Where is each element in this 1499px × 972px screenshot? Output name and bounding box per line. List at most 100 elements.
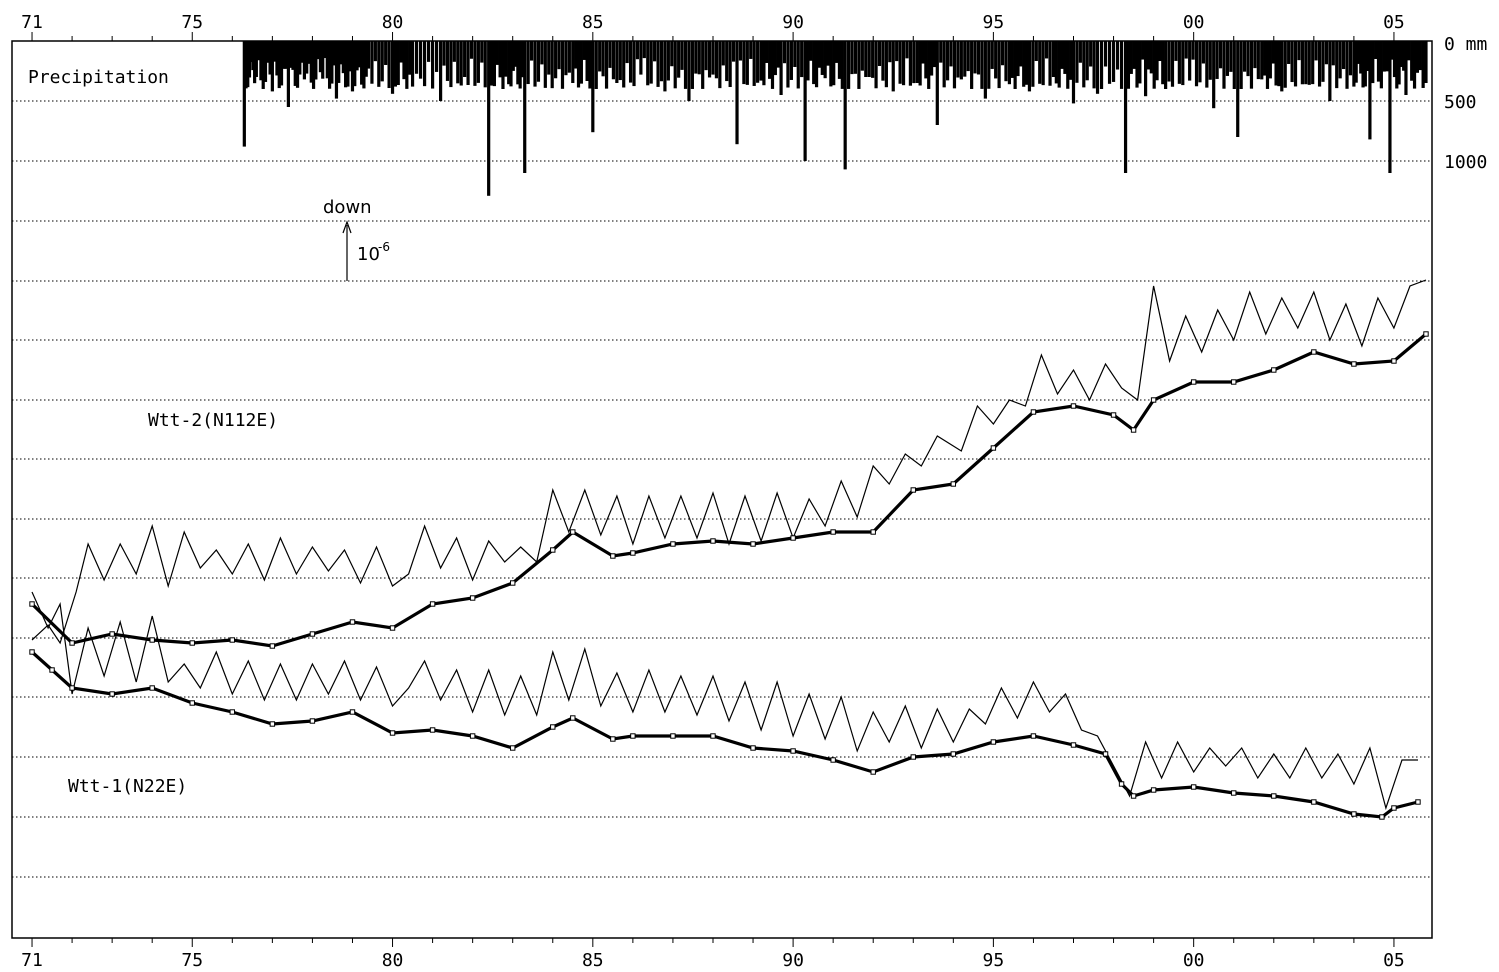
precip-bar bbox=[1024, 41, 1029, 85]
precip-bar bbox=[721, 41, 725, 66]
precip-bar bbox=[1170, 41, 1175, 87]
precip-bar bbox=[939, 41, 943, 63]
precip-bar bbox=[1007, 41, 1012, 85]
precip-bar bbox=[1249, 41, 1254, 89]
precip-bar bbox=[1177, 41, 1181, 84]
series-trend-marker-0 bbox=[910, 487, 916, 493]
precip-bar bbox=[434, 41, 439, 72]
precip-bar bbox=[449, 41, 453, 88]
precip-bar bbox=[574, 41, 578, 69]
precip-bar bbox=[874, 41, 878, 89]
precip-bar bbox=[1304, 41, 1308, 85]
precip-bar bbox=[826, 41, 830, 66]
series-trend-marker-0 bbox=[229, 637, 236, 643]
series-trend-marker-1 bbox=[990, 739, 997, 745]
precip-bar bbox=[680, 41, 684, 70]
precip-bar bbox=[1212, 41, 1216, 109]
precip-bar bbox=[918, 41, 922, 86]
series-lines bbox=[29, 279, 1429, 820]
precip-bar bbox=[585, 41, 589, 81]
precip-bar bbox=[1274, 41, 1278, 86]
precip-bar bbox=[779, 41, 783, 95]
precip-bar bbox=[1352, 41, 1356, 87]
precip-bar bbox=[1129, 41, 1133, 74]
series-trend-marker-1 bbox=[1271, 793, 1277, 799]
precip-bar bbox=[268, 41, 272, 75]
precip-bar bbox=[1188, 41, 1192, 81]
precip-bar bbox=[366, 41, 371, 69]
series-trend-marker-0 bbox=[1271, 367, 1277, 373]
precip-bar bbox=[550, 41, 554, 89]
grid-lines bbox=[12, 100, 1432, 878]
precip-bar bbox=[1388, 41, 1392, 173]
precip-bar bbox=[261, 41, 265, 89]
x-tick-label-top-00: 00 bbox=[1183, 12, 1205, 33]
series-trend-marker-1 bbox=[429, 727, 436, 733]
precip-bar bbox=[408, 41, 412, 75]
precip-bar bbox=[1293, 41, 1298, 87]
precip-bar bbox=[362, 41, 366, 89]
series-trend-marker-1 bbox=[1190, 784, 1197, 790]
precip-bar bbox=[884, 41, 888, 88]
series-trend-marker-0 bbox=[69, 640, 75, 646]
series-trend-marker-0 bbox=[429, 601, 436, 607]
precip-bar bbox=[1385, 41, 1389, 72]
series-trend-marker-0 bbox=[149, 637, 155, 643]
precip-bar bbox=[341, 41, 345, 74]
precip-bar bbox=[809, 41, 813, 61]
series-trend-marker-1 bbox=[1311, 799, 1317, 805]
precip-bar bbox=[1290, 41, 1294, 83]
precip-bar bbox=[1321, 41, 1325, 82]
precip-bar bbox=[483, 41, 487, 88]
series-trend-marker-1 bbox=[69, 685, 75, 691]
precip-bar bbox=[422, 41, 427, 87]
precip-bar bbox=[782, 41, 787, 64]
precip-bar bbox=[1402, 41, 1406, 71]
x-tick-label-top-85: 85 bbox=[582, 12, 604, 33]
precip-bar bbox=[1048, 41, 1052, 86]
precip-bar bbox=[1152, 41, 1156, 89]
series-trend-marker-1 bbox=[510, 745, 516, 751]
precip-bar bbox=[1019, 41, 1023, 67]
series-trend-marker-1 bbox=[1102, 751, 1109, 757]
precip-bar bbox=[1201, 41, 1205, 64]
precip-bar bbox=[994, 41, 998, 79]
precip-bar bbox=[806, 41, 810, 81]
precip-bar bbox=[321, 41, 325, 79]
precip-bar bbox=[1300, 41, 1304, 85]
precip-bar bbox=[263, 41, 268, 82]
precip-bar bbox=[728, 41, 732, 88]
series-trend-marker-1 bbox=[1130, 793, 1137, 799]
precip-bar bbox=[1374, 41, 1378, 59]
precip-bar bbox=[1132, 41, 1136, 69]
precip-bar bbox=[1345, 41, 1349, 89]
precip-bar bbox=[350, 41, 355, 92]
precip-bar bbox=[1057, 41, 1061, 88]
precip-bar bbox=[1271, 41, 1275, 64]
precip-bar bbox=[487, 41, 491, 196]
precip-bar bbox=[334, 41, 339, 99]
precip-bar bbox=[364, 41, 368, 77]
precip-bar bbox=[309, 41, 313, 83]
precip-bar bbox=[339, 41, 343, 65]
precip-bar bbox=[670, 41, 674, 67]
precip-bar bbox=[867, 41, 871, 77]
precip-bar bbox=[1397, 41, 1401, 85]
precip-bar bbox=[390, 41, 395, 94]
precip-bar bbox=[489, 41, 494, 86]
precip-bar bbox=[762, 41, 766, 86]
precip-bar bbox=[469, 41, 474, 59]
precip-bar bbox=[426, 41, 431, 62]
precip-bar bbox=[536, 41, 541, 82]
series-trend-marker-0 bbox=[1391, 358, 1397, 364]
precip-bar bbox=[1424, 41, 1428, 83]
precip-bar bbox=[373, 41, 377, 62]
precip-bar bbox=[1034, 41, 1038, 62]
precip-bar bbox=[956, 41, 960, 78]
precip-bar bbox=[820, 41, 824, 75]
precip-bar bbox=[1297, 41, 1301, 61]
precip-bar bbox=[932, 41, 937, 68]
precip-bar bbox=[697, 41, 701, 75]
precipitation-bars bbox=[242, 41, 1428, 196]
precip-bar bbox=[677, 41, 681, 78]
